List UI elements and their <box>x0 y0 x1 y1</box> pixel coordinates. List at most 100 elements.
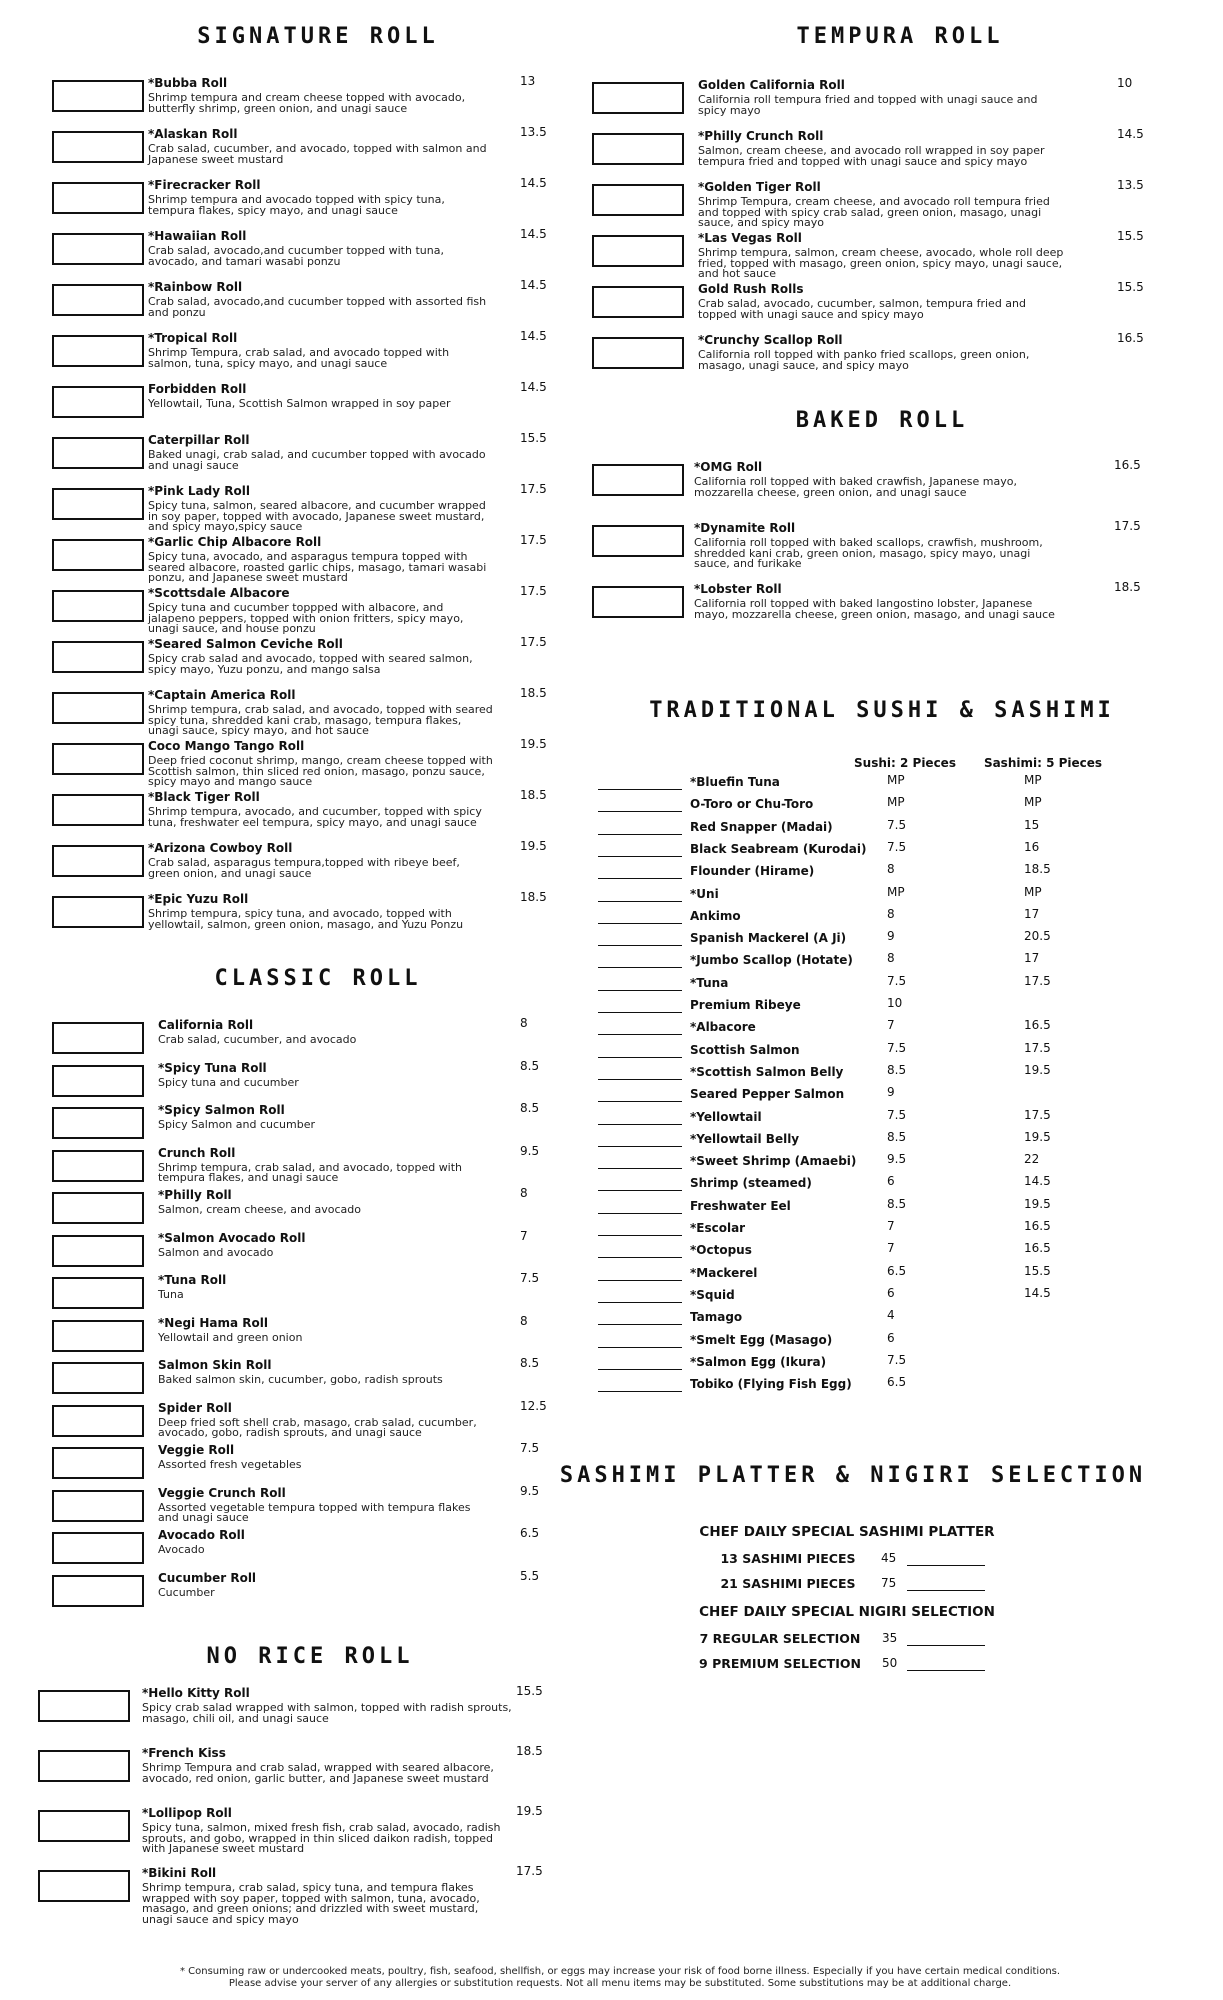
fish-name: Ankimo <box>690 908 741 923</box>
item-name: Cucumber Roll <box>158 1570 257 1585</box>
sushi-price: MP <box>887 884 905 899</box>
item-description: California roll tempura fried and topped… <box>698 93 1038 117</box>
fish-name: Freshwater Eel <box>690 1198 791 1213</box>
item-name: Veggie Crunch Roll <box>158 1485 286 1500</box>
item-price: 17.5 <box>520 584 547 598</box>
sushi-price: MP <box>887 773 905 787</box>
section-title: TEMPURA ROLL <box>796 24 1004 49</box>
platter-price: 50 <box>882 1656 898 1670</box>
item-name: *Bubba Roll <box>148 76 228 90</box>
item-name: Forbidden Roll <box>148 382 247 396</box>
order-box <box>52 1022 144 1054</box>
fish-name: Tamago <box>690 1310 743 1325</box>
item-price: 18.5 <box>520 890 547 904</box>
item-price: 18.5 <box>520 686 547 700</box>
order-line <box>907 1564 985 1566</box>
item-price: 5.5 <box>520 1568 540 1583</box>
item-description: Assorted fresh vegetables <box>158 1458 302 1471</box>
order-line <box>907 1589 985 1591</box>
order-line <box>598 810 682 813</box>
item-price: 8.5 <box>520 1356 540 1370</box>
platter-heading: CHEF DAILY SPECIAL SASHIMI PLATTER <box>699 1524 995 1540</box>
item-name: *OMG Roll <box>694 460 763 474</box>
item-price: 7.5 <box>520 1441 540 1455</box>
order-box <box>52 386 144 418</box>
order-line <box>598 966 682 969</box>
order-box <box>52 896 144 928</box>
order-box <box>52 233 144 265</box>
item-name: *Seared Salmon Ceviche Roll <box>148 637 343 651</box>
item-description: Spicy tuna and cucumber toppped with alb… <box>148 601 464 635</box>
sushi-price: MP <box>887 795 905 810</box>
platter-price: 75 <box>881 1576 897 1590</box>
fish-name: *Sweet Shrimp (Amaebi) <box>690 1154 857 1169</box>
item-description: Spicy tuna and cucumber <box>158 1075 299 1089</box>
item-name: *Hawaiian Roll <box>148 229 247 243</box>
order-line <box>598 1011 682 1013</box>
order-line <box>598 944 682 947</box>
item-name: Caterpillar Roll <box>148 433 250 447</box>
sashimi-price: 17 <box>1024 906 1040 921</box>
order-line <box>598 877 682 880</box>
order-line <box>598 1056 682 1058</box>
sashimi-price: 14.5 <box>1024 1174 1051 1189</box>
fish-name: Scottish Salmon <box>690 1042 800 1057</box>
order-box <box>52 437 144 469</box>
order-box <box>52 1149 144 1182</box>
fish-name: *Uni <box>690 886 719 901</box>
sushi-price: 4 <box>887 1308 895 1323</box>
item-description: Spicy crab salad wrapped with salmon, to… <box>142 1701 512 1725</box>
item-price: 16.5 <box>1114 458 1141 472</box>
sashimi-price: 18.5 <box>1024 862 1051 877</box>
item-name: *Rainbow Roll <box>148 280 243 294</box>
sushi-price: 8 <box>887 951 895 966</box>
order-box <box>52 845 144 877</box>
item-price: 6.5 <box>520 1526 540 1540</box>
item-name: *Negi Hama Roll <box>158 1315 268 1330</box>
item-price: 8 <box>520 1313 528 1328</box>
platter-heading: CHEF DAILY SPECIAL NIGIRI SELECTION <box>699 1604 995 1620</box>
item-description: Shrimp Tempura and crab salad, wrapped w… <box>142 1761 494 1785</box>
fish-name: Seared Pepper Salmon <box>690 1087 845 1102</box>
item-price: 9.5 <box>520 1483 540 1498</box>
sushi-price: 8.5 <box>887 1196 907 1211</box>
item-price: 19.5 <box>520 839 547 853</box>
item-name: *Philly Roll <box>158 1188 232 1202</box>
item-price: 13 <box>520 74 536 88</box>
order-box <box>52 1404 144 1437</box>
sashimi-price: 16.5 <box>1024 1241 1051 1256</box>
item-price: 19.5 <box>520 737 547 751</box>
sushi-price: 7.5 <box>887 817 907 832</box>
item-price: 17.5 <box>520 482 547 496</box>
order-box <box>592 337 684 369</box>
item-description: Crab salad, avocado,and cucumber topped … <box>148 295 487 319</box>
order-box <box>52 1362 144 1394</box>
sashimi-price: 17.5 <box>1024 1107 1051 1122</box>
item-description: Baked unagi, crab salad, and cucumber to… <box>148 448 486 472</box>
fish-name: *Squid <box>690 1287 735 1302</box>
order-line <box>598 1390 682 1393</box>
item-name: *Spicy Salmon Roll <box>158 1103 285 1117</box>
item-price: 14.5 <box>1117 127 1144 141</box>
platter-label: 7 REGULAR SELECTION <box>699 1631 861 1646</box>
order-box <box>38 1690 130 1722</box>
order-line <box>598 922 682 924</box>
sushi-price: 9.5 <box>887 1152 907 1167</box>
order-line <box>598 900 682 902</box>
sashimi-price: 14.5 <box>1024 1285 1051 1300</box>
item-description: Crab salad, avocado, cucumber, salmon, t… <box>698 297 1027 321</box>
sushi-price: 8.5 <box>887 1129 907 1144</box>
item-description: Yellowtail and green onion <box>158 1330 303 1344</box>
footnote: * Consuming raw or undercooked meats, po… <box>179 1966 1061 1977</box>
order-box <box>592 82 684 114</box>
order-line <box>598 1123 682 1125</box>
item-name: *Alaskan Roll <box>148 127 238 141</box>
order-line <box>598 1167 682 1170</box>
footnote: Please advise your server of any allergi… <box>228 1978 1012 1989</box>
sushi-price: 6 <box>887 1285 895 1300</box>
item-price: 7.5 <box>520 1271 540 1285</box>
item-price: 15.5 <box>1117 280 1144 294</box>
column-header: Sushi: 2 Pieces <box>854 756 956 770</box>
order-box <box>592 235 684 267</box>
fish-name: *Mackerel <box>690 1265 758 1280</box>
